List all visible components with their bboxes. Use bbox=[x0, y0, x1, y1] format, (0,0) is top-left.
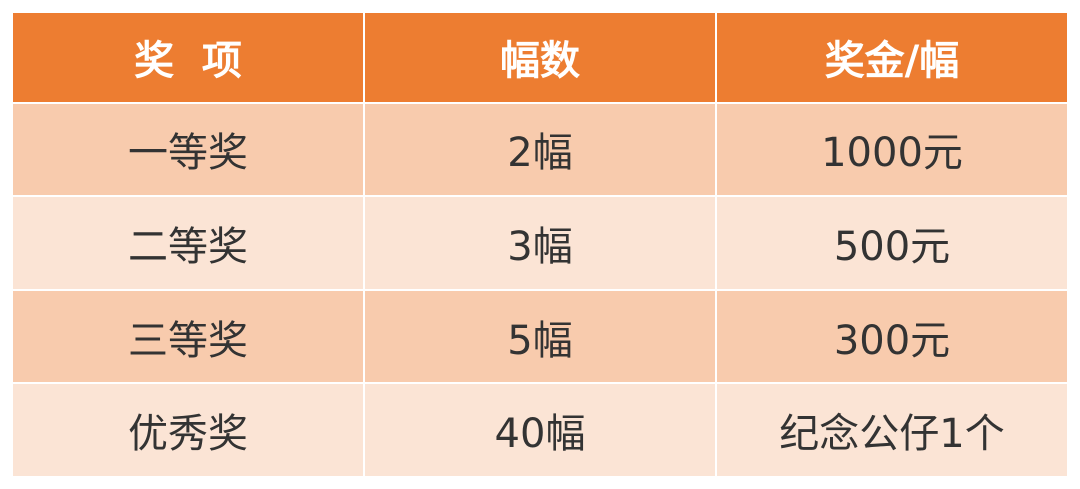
cell-amount: 300元 bbox=[715, 288, 1069, 385]
cell-count: 40幅 bbox=[363, 382, 717, 478]
cell-prize: 三等奖 bbox=[11, 288, 365, 385]
cell-count: 3幅 bbox=[363, 195, 717, 291]
prize-table: 奖 项 幅数 奖金/幅 一等奖 2幅 1000元 二等奖 3幅 500元 三等奖… bbox=[11, 11, 1069, 478]
header-amount: 奖金/幅 bbox=[715, 11, 1069, 104]
table-row: 二等奖 3幅 500元 bbox=[11, 195, 1069, 291]
table-row: 优秀奖 40幅 纪念公仔1个 bbox=[11, 382, 1069, 478]
cell-amount: 500元 bbox=[715, 195, 1069, 291]
cell-amount: 1000元 bbox=[715, 101, 1069, 198]
header-count: 幅数 bbox=[363, 11, 717, 104]
cell-count: 2幅 bbox=[363, 101, 717, 198]
cell-prize: 一等奖 bbox=[11, 101, 365, 198]
header-row: 奖 项 幅数 奖金/幅 bbox=[11, 11, 1069, 104]
table-row: 一等奖 2幅 1000元 bbox=[11, 101, 1069, 198]
cell-prize: 二等奖 bbox=[11, 195, 365, 291]
cell-prize: 优秀奖 bbox=[11, 382, 365, 478]
table-row: 三等奖 5幅 300元 bbox=[11, 288, 1069, 385]
cell-count: 5幅 bbox=[363, 288, 717, 385]
cell-amount: 纪念公仔1个 bbox=[715, 382, 1069, 478]
header-prize: 奖 项 bbox=[11, 11, 365, 104]
